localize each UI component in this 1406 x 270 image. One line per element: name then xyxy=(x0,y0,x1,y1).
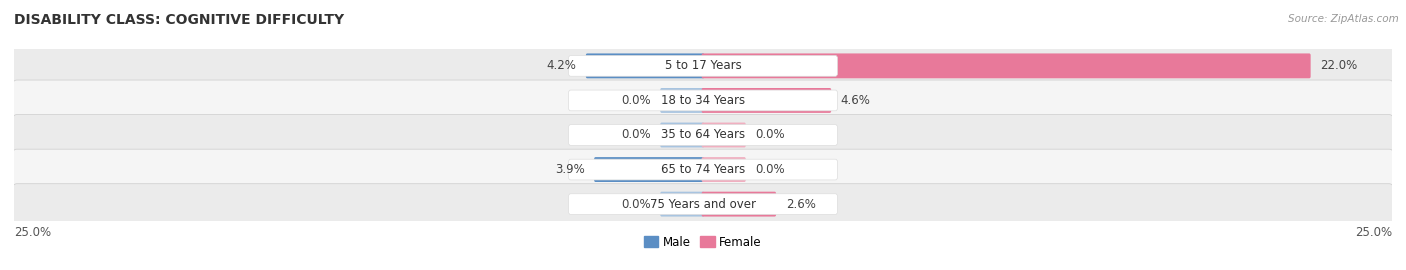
Text: 22.0%: 22.0% xyxy=(1320,59,1358,72)
Text: 18 to 34 Years: 18 to 34 Years xyxy=(661,94,745,107)
Text: 4.2%: 4.2% xyxy=(547,59,576,72)
FancyBboxPatch shape xyxy=(568,159,838,180)
Text: 0.0%: 0.0% xyxy=(755,163,785,176)
Text: 0.0%: 0.0% xyxy=(621,129,651,141)
Text: 5 to 17 Years: 5 to 17 Years xyxy=(665,59,741,72)
FancyBboxPatch shape xyxy=(595,157,704,182)
FancyBboxPatch shape xyxy=(702,192,776,217)
FancyBboxPatch shape xyxy=(661,123,704,147)
FancyBboxPatch shape xyxy=(13,80,1393,121)
Text: 35 to 64 Years: 35 to 64 Years xyxy=(661,129,745,141)
FancyBboxPatch shape xyxy=(13,184,1393,225)
Text: 75 Years and over: 75 Years and over xyxy=(650,198,756,211)
FancyBboxPatch shape xyxy=(702,88,831,113)
FancyBboxPatch shape xyxy=(586,53,704,78)
Legend: Male, Female: Male, Female xyxy=(640,231,766,254)
FancyBboxPatch shape xyxy=(702,53,1310,78)
FancyBboxPatch shape xyxy=(661,192,704,217)
Text: 65 to 74 Years: 65 to 74 Years xyxy=(661,163,745,176)
Text: 2.6%: 2.6% xyxy=(786,198,815,211)
Text: 3.9%: 3.9% xyxy=(555,163,585,176)
Text: 0.0%: 0.0% xyxy=(755,129,785,141)
Text: 25.0%: 25.0% xyxy=(1355,225,1392,239)
FancyBboxPatch shape xyxy=(13,45,1393,86)
FancyBboxPatch shape xyxy=(13,114,1393,156)
Text: 0.0%: 0.0% xyxy=(621,94,651,107)
Text: Source: ZipAtlas.com: Source: ZipAtlas.com xyxy=(1288,14,1399,23)
Text: 4.6%: 4.6% xyxy=(841,94,870,107)
FancyBboxPatch shape xyxy=(702,123,745,147)
FancyBboxPatch shape xyxy=(568,194,838,214)
FancyBboxPatch shape xyxy=(661,88,704,113)
Text: DISABILITY CLASS: COGNITIVE DIFFICULTY: DISABILITY CLASS: COGNITIVE DIFFICULTY xyxy=(14,14,344,28)
Text: 0.0%: 0.0% xyxy=(621,198,651,211)
FancyBboxPatch shape xyxy=(702,157,745,182)
Text: 25.0%: 25.0% xyxy=(14,225,51,239)
FancyBboxPatch shape xyxy=(13,149,1393,190)
FancyBboxPatch shape xyxy=(568,90,838,111)
FancyBboxPatch shape xyxy=(568,125,838,145)
FancyBboxPatch shape xyxy=(568,56,838,76)
